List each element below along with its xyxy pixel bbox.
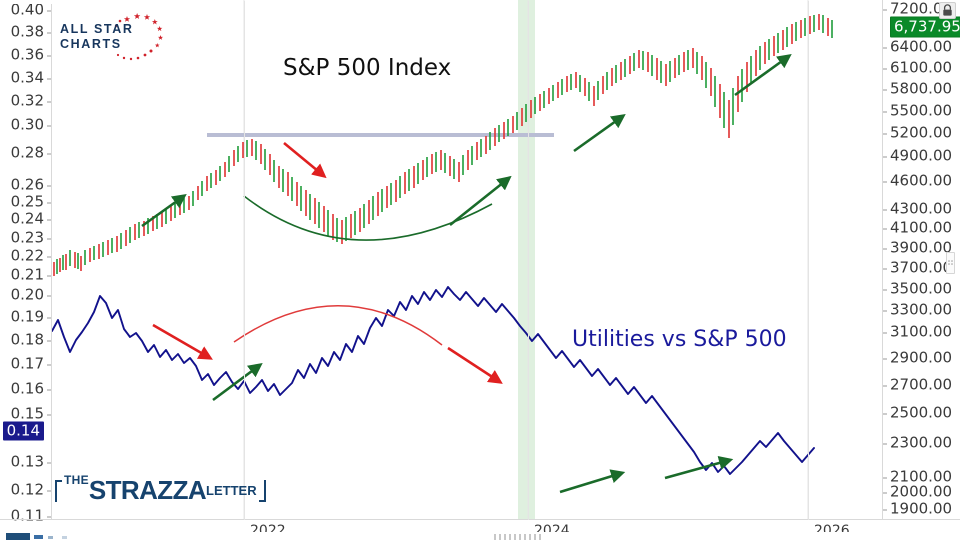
time-axis-gridline — [808, 1, 809, 520]
ratio-panel-title: Utilities vs S&P 500 — [572, 327, 787, 352]
left-axis-tick: 0.24 — [10, 209, 52, 228]
arrow-up-1 — [141, 194, 187, 228]
left-axis-tick: 0.38 — [10, 22, 52, 41]
right-axis-tick: 3900.00 — [882, 238, 953, 257]
strazza-the: THE — [64, 473, 89, 487]
strazza-letter: LETTER — [206, 483, 257, 498]
taskbar-fragment — [6, 533, 30, 540]
left-current-value-axis-tick: 0.14 — [2, 421, 44, 441]
right-axis-line — [882, 0, 883, 519]
right-axis-tick: 4600.00 — [882, 171, 953, 190]
right-axis-tick: 3700.00 — [882, 258, 953, 277]
right-axis-tick: 2900.00 — [882, 348, 953, 367]
right-axis-tick: 3300.00 — [882, 300, 953, 319]
left-axis-tick: 0.19 — [10, 307, 52, 326]
taskbar-fragment-3 — [48, 536, 53, 539]
right-axis-tick: 4900.00 — [882, 146, 953, 165]
left-axis-tick: 0.21 — [10, 265, 52, 284]
left-axis-tick: 0.13 — [10, 452, 52, 471]
left-axis-tick: 0.12 — [10, 480, 52, 499]
arrow-up-3 — [573, 114, 626, 153]
star-arc-icon — [114, 13, 164, 61]
all-star-charts-logo: ALL STAR CHARTS — [58, 8, 170, 66]
taskbar-fragment-2 — [34, 535, 43, 539]
lock-icon[interactable] — [939, 2, 956, 19]
asc-line-1: ALL STAR — [60, 22, 134, 36]
right-axis-tick: 6100.00 — [882, 58, 953, 77]
taskbar-fragment-4 — [62, 536, 67, 539]
arc-bottom-1 — [243, 195, 493, 241]
all-star-charts-wordmark: ALL STAR CHARTS — [60, 22, 133, 52]
left-axis-tick: 0.34 — [10, 68, 52, 87]
arrow-down-2 — [152, 323, 213, 360]
right-axis-tick: 2100.00 — [882, 467, 953, 486]
right-axis-tick: 6400.00 — [882, 37, 953, 56]
left-axis-tick: 0.20 — [10, 285, 52, 304]
top-edge-spacer — [0, 0, 52, 4]
left-axis-tick: 0.36 — [10, 45, 52, 64]
left-axis-tick: 0.22 — [10, 246, 52, 265]
bracket-left-icon — [55, 480, 62, 502]
arrow-up-7 — [664, 456, 734, 480]
right-axis-tick: 5200.00 — [882, 123, 953, 142]
left-axis-tick: 0.16 — [10, 379, 52, 398]
right-axis-tick: 1900.00 — [882, 499, 953, 518]
arrow-up-2 — [449, 175, 512, 227]
right-value-axis[interactable]: 7200.00 6400.00 6100.00 5800.00 5500.00 5200.… — [882, 0, 960, 519]
arrow-up-4 — [734, 54, 792, 97]
left-axis-tick: 0.26 — [10, 175, 52, 194]
time-axis-gridline — [528, 1, 529, 520]
bracket-right-icon — [258, 480, 266, 502]
left-axis-tick: 0.32 — [10, 91, 52, 110]
right-axis-tick: 4100.00 — [882, 218, 953, 237]
left-axis-tick: 0.17 — [10, 354, 52, 373]
left-axis-tick: 0.23 — [10, 228, 52, 247]
arrow-down-1 — [283, 141, 327, 179]
strazza-letter-logo: THE STRAZZA LETTER — [55, 472, 266, 505]
right-axis-tick: 2300.00 — [882, 433, 953, 452]
chart-resize-handle[interactable] — [946, 252, 955, 274]
highlight-band-2024 — [518, 0, 535, 519]
price-panel-title: S&P 500 Index — [283, 55, 452, 81]
right-axis-tick: 5800.00 — [882, 79, 953, 98]
time-axis-gridline — [244, 1, 245, 520]
left-axis-tick: 0.28 — [10, 143, 52, 162]
right-axis-tick: 2700.00 — [882, 375, 953, 394]
asc-line-2: CHARTS — [60, 37, 122, 51]
arc-top-1 — [233, 305, 443, 346]
sp500-candlestick-series — [53, 14, 833, 276]
left-axis-tick: 0.15 — [10, 404, 52, 423]
arrow-up-5 — [212, 362, 263, 402]
right-axis-tick: 4300.00 — [882, 199, 953, 218]
left-axis-tick: 0.40 — [10, 0, 52, 19]
taskbar-fragment-center — [494, 534, 542, 540]
chart-plot-area[interactable] — [52, 0, 882, 519]
arrow-down-3 — [447, 346, 503, 384]
bottom-status-strip — [0, 532, 960, 540]
left-axis-tick: 0.30 — [10, 115, 52, 134]
right-axis-tick: 5500.00 — [882, 101, 953, 120]
utilities-ratio-line — [52, 286, 815, 475]
lock-glyph — [943, 4, 952, 16]
right-axis-tick: 2000.00 — [882, 482, 953, 501]
left-axis-tick: 0.25 — [10, 192, 52, 211]
left-axis-line — [51, 0, 52, 519]
strazza-wordmark: STRAZZA — [88, 475, 207, 505]
left-value-axis[interactable]: 0.40 0.38 0.36 0.34 0.32 0.30 0.28 0.26 0.25 0.24… — [0, 0, 52, 523]
right-current-value-axis-tick: 6,737.95 — [890, 16, 960, 38]
chart-canvas — [52, 0, 833, 519]
right-axis-tick: 2500.00 — [882, 403, 953, 422]
grip-dots-icon — [948, 260, 953, 265]
right-axis-tick: 7200.00 — [882, 0, 953, 18]
right-axis-tick: 3100.00 — [882, 322, 953, 341]
right-axis-tick: 3500.00 — [882, 279, 953, 298]
arrow-up-6 — [559, 469, 626, 494]
left-axis-tick: 0.18 — [10, 330, 52, 349]
